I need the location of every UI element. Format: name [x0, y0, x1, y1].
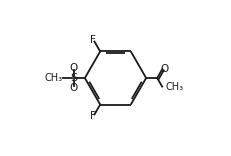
Text: O: O	[161, 64, 169, 74]
Text: F: F	[91, 111, 96, 121]
Text: O: O	[70, 83, 78, 93]
Text: S: S	[70, 73, 77, 83]
Text: F: F	[91, 35, 96, 45]
Text: CH₃: CH₃	[166, 82, 184, 92]
Text: O: O	[70, 63, 78, 73]
Text: CH₃: CH₃	[45, 73, 63, 83]
